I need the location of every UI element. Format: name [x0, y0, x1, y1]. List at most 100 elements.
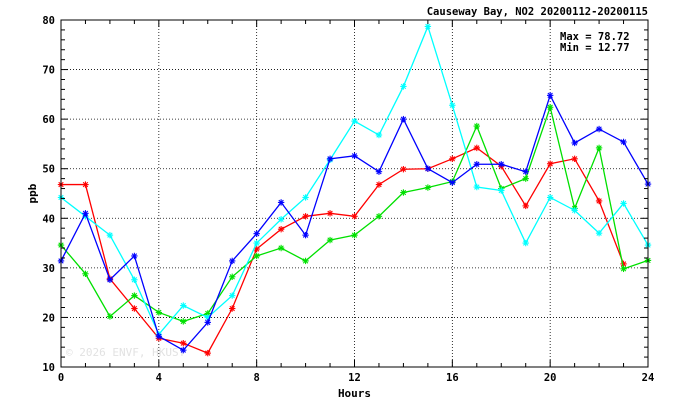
data-point [546, 92, 554, 99]
data-point [277, 199, 285, 206]
y-axis-label: ppb [26, 183, 39, 203]
series-group [57, 23, 652, 357]
data-point [229, 257, 236, 265]
x-axis-label: Hours [338, 387, 371, 400]
data-point [229, 305, 236, 312]
x-tick-label: 8 [254, 372, 260, 384]
y-tick-label: 30 [42, 263, 55, 275]
max-annotation: Max = 78.72 [560, 31, 630, 43]
data-point [375, 131, 383, 139]
data-point [302, 194, 309, 201]
data-point [131, 276, 138, 283]
data-point [253, 239, 260, 247]
data-point [424, 23, 432, 30]
data-point [229, 292, 236, 299]
y-tick-label: 70 [42, 65, 55, 77]
data-point [82, 181, 89, 188]
data-point [620, 200, 627, 207]
data-point [400, 83, 407, 90]
data-point [571, 139, 578, 147]
data-point [326, 236, 334, 244]
data-point [131, 252, 138, 260]
data-point [424, 184, 432, 191]
series-line-1 [61, 147, 625, 354]
data-point [302, 213, 309, 220]
data-point [229, 273, 236, 280]
data-point [400, 115, 407, 123]
data-point [400, 189, 407, 196]
data-point [546, 104, 554, 111]
data-point [473, 183, 480, 191]
data-point [180, 346, 187, 354]
data-point [375, 213, 383, 220]
ticks: 0 4 8 12 16 20 24 10 20 30 40 50 60 70 80 [42, 15, 654, 384]
data-point [595, 229, 603, 237]
data-point [253, 252, 260, 260]
data-point [131, 292, 138, 299]
grid [61, 20, 648, 367]
data-point [180, 302, 187, 309]
data-point [375, 168, 383, 175]
x-tick-label: 12 [348, 372, 361, 384]
data-point [571, 207, 578, 214]
data-point [106, 231, 114, 239]
data-point [106, 313, 114, 320]
series-line-3 [60, 24, 649, 336]
data-point [351, 117, 358, 125]
y-tick-label: 50 [42, 164, 55, 176]
data-point [82, 270, 89, 278]
y-tick-label: 10 [42, 362, 55, 374]
data-point [620, 138, 627, 146]
data-point [351, 231, 358, 239]
data-point [180, 318, 187, 325]
data-point [595, 144, 603, 152]
watermark: © 2026 ENVF, HKUST [66, 346, 186, 359]
data-point [277, 225, 285, 233]
data-point [375, 181, 383, 188]
data-point [302, 257, 309, 265]
data-point [522, 168, 529, 175]
data-point [155, 309, 163, 316]
data-point [595, 197, 603, 205]
data-point [571, 155, 578, 162]
data-point [546, 160, 554, 167]
data-point [498, 187, 505, 194]
data-point [155, 333, 163, 340]
x-tick-label: 0 [58, 372, 64, 384]
y-tick-label: 80 [42, 15, 55, 27]
data-point [546, 194, 554, 201]
data-point [180, 340, 187, 347]
min-annotation: Min = 12.77 [560, 42, 630, 54]
data-point [400, 166, 407, 173]
data-point [498, 161, 505, 168]
data-point [326, 210, 334, 217]
data-point [277, 216, 285, 223]
x-tick-label: 20 [544, 372, 557, 384]
data-point [326, 155, 334, 162]
data-point [253, 230, 260, 237]
data-point [131, 305, 138, 312]
data-point [351, 213, 358, 220]
x-tick-label: 4 [156, 372, 162, 384]
y-tick-label: 60 [42, 114, 55, 126]
data-point [620, 265, 627, 273]
x-tick-label: 16 [446, 372, 459, 384]
data-point [522, 239, 529, 247]
data-point [522, 202, 529, 210]
data-point [449, 102, 456, 109]
data-point [82, 210, 89, 217]
x-tick-label: 24 [642, 372, 655, 384]
chart-title: Causeway Bay, NO2 20200112-20200115 [427, 6, 648, 18]
data-point [473, 122, 480, 130]
data-point [204, 319, 211, 326]
data-point [351, 152, 358, 160]
data-point [424, 165, 432, 172]
data-point [473, 144, 480, 152]
data-point [277, 244, 285, 252]
y-tick-label: 40 [42, 213, 55, 225]
data-point [302, 231, 309, 239]
data-point [522, 175, 529, 182]
data-point [106, 276, 114, 283]
data-point [449, 155, 456, 162]
